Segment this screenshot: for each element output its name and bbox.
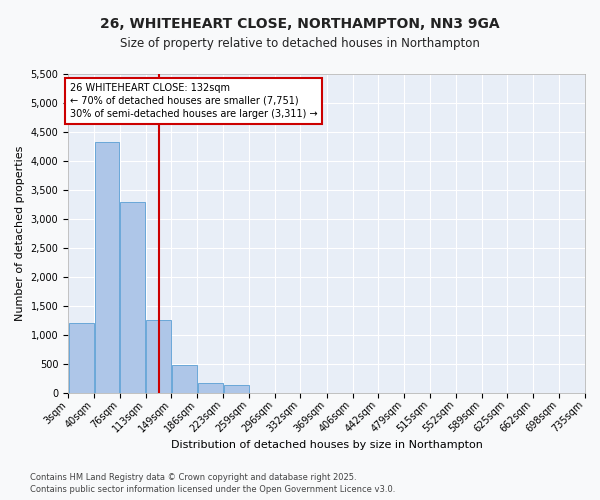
Bar xyxy=(146,320,171,393)
Y-axis label: Number of detached properties: Number of detached properties xyxy=(15,146,25,322)
Bar xyxy=(172,365,197,393)
Text: 26 WHITEHEART CLOSE: 132sqm
← 70% of detached houses are smaller (7,751)
30% of : 26 WHITEHEART CLOSE: 132sqm ← 70% of det… xyxy=(70,82,317,119)
X-axis label: Distribution of detached houses by size in Northampton: Distribution of detached houses by size … xyxy=(170,440,482,450)
Text: Contains public sector information licensed under the Open Government Licence v3: Contains public sector information licen… xyxy=(30,485,395,494)
Text: 26, WHITEHEART CLOSE, NORTHAMPTON, NN3 9GA: 26, WHITEHEART CLOSE, NORTHAMPTON, NN3 9… xyxy=(100,18,500,32)
Bar xyxy=(198,383,223,393)
Bar xyxy=(68,322,94,393)
Text: Size of property relative to detached houses in Northampton: Size of property relative to detached ho… xyxy=(120,38,480,51)
Bar xyxy=(95,142,119,393)
Text: Contains HM Land Registry data © Crown copyright and database right 2025.: Contains HM Land Registry data © Crown c… xyxy=(30,474,356,482)
Bar xyxy=(120,202,145,393)
Bar xyxy=(224,386,248,393)
